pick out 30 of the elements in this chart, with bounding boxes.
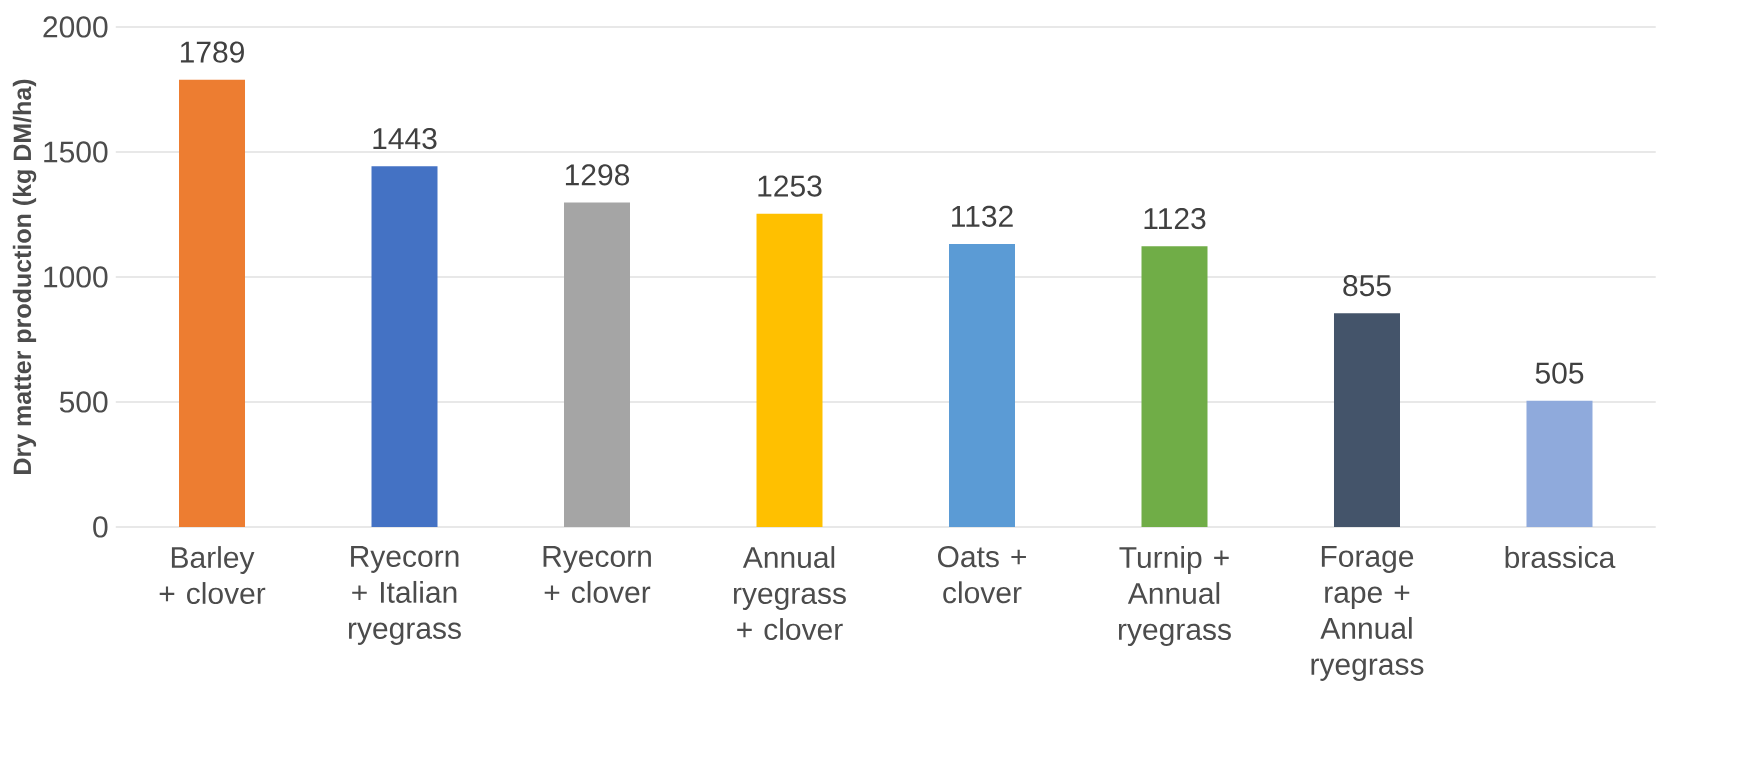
x-tick-label: Annual ryegrass + clover (733, 546, 846, 641)
bar (756, 213, 823, 527)
x-tick-label: Ryecorn + clover (543, 546, 651, 603)
bar (179, 79, 246, 527)
bar (371, 166, 438, 527)
y-tick-label: 1000 (44, 266, 108, 288)
bar (564, 202, 630, 527)
data-label: 1789 (180, 41, 244, 63)
x-tick-label: Turnip + Annual ryegrass (1118, 546, 1231, 646)
y-tick-label: 1500 (44, 141, 108, 163)
x-tick-label: Oats + clover (937, 546, 1026, 604)
data-label: 855 (1343, 274, 1391, 297)
y-tick-label: 0 (93, 516, 108, 538)
y-tick-label: 500 (59, 391, 108, 413)
x-tick-label: Ryecorn + Italian ryegrass (348, 546, 461, 645)
bar (1141, 246, 1208, 527)
data-label: 1123 (1144, 207, 1206, 230)
x-tick-label: brassica (1505, 546, 1616, 569)
x-tick-label: Barley + clover (159, 546, 266, 605)
bar (949, 243, 1015, 527)
x-tick-label: Forage rape + Annual ryegrass (1311, 546, 1424, 681)
data-label: 1298 (565, 164, 630, 186)
data-label: 1132 (952, 205, 1013, 227)
bar (1526, 400, 1593, 527)
data-label: 505 (1535, 362, 1584, 384)
data-label: 1443 (373, 127, 437, 150)
y-tick-label: 2000 (43, 16, 108, 38)
y-axis-title: Dry matter production (kg DM/ha) (12, 79, 37, 474)
bar (1333, 313, 1400, 527)
data-label: 1253 (758, 175, 822, 197)
